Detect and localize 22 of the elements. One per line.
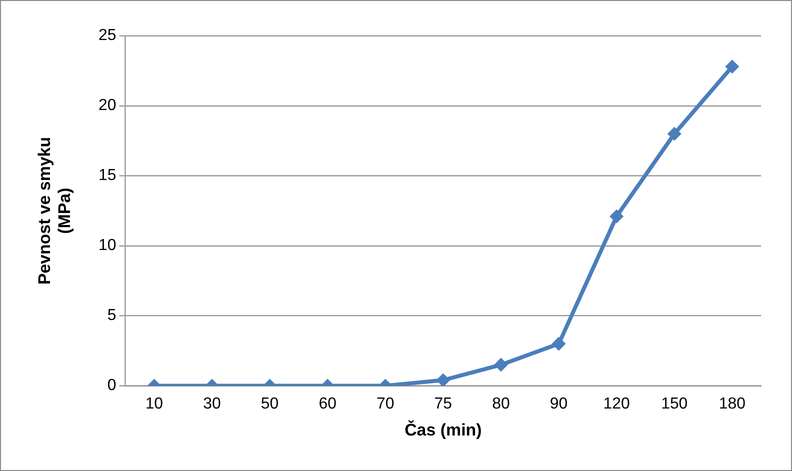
y-tick-label: 15 [98,167,116,184]
point [610,209,624,224]
x-tick-label: 50 [260,396,279,413]
x-tick-label: 75 [434,396,452,413]
y-tick-label: 20 [98,97,116,114]
x-tick-label: 80 [492,396,510,413]
x-tick-label: 90 [550,396,568,413]
x-axis-title: Čas (min) [404,420,482,440]
x-tick-label: 10 [145,396,164,413]
point [725,60,740,74]
y-tick-label: 25 [98,27,116,44]
x-tick-label: 70 [376,396,394,413]
y-tick-label: 10 [98,237,116,254]
x-tick-label: 150 [661,396,688,413]
x-tick-label: 30 [203,396,221,413]
x-tick-label: 120 [603,396,630,413]
point [667,126,682,141]
y-tick-label: 0 [107,377,116,394]
x-tick-label: 60 [318,396,337,413]
y-tick-label: 5 [107,307,116,324]
y-axis-title: Pevnost ve smyku (MPa) [34,136,74,285]
x-tick-label: 180 [718,396,746,413]
